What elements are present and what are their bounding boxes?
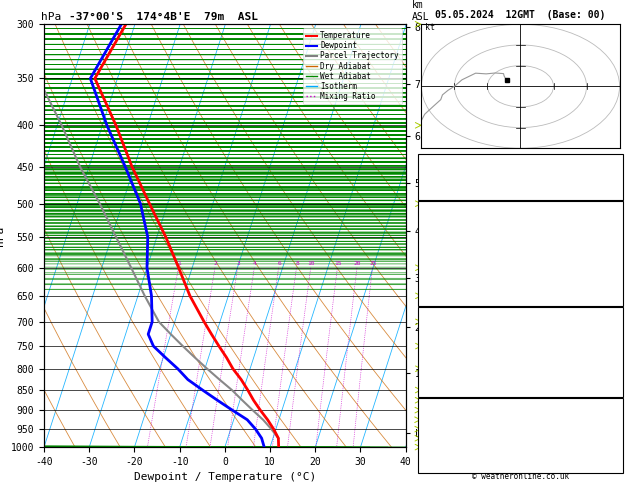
Text: Surface: Surface: [502, 206, 539, 214]
Text: CIN (J): CIN (J): [423, 382, 461, 391]
Text: StmDir: StmDir: [423, 444, 455, 453]
Text: 11.9: 11.9: [598, 219, 619, 227]
Text: kt: kt: [425, 23, 435, 33]
Text: 303: 303: [603, 247, 619, 257]
Text: © weatheronline.co.uk: © weatheronline.co.uk: [472, 472, 569, 481]
Text: Hodograph: Hodograph: [496, 402, 545, 411]
Text: EH: EH: [423, 415, 434, 424]
Text: 5: 5: [613, 353, 619, 362]
Text: Temp (°C): Temp (°C): [423, 219, 472, 227]
Text: Totals Totals: Totals Totals: [423, 177, 493, 186]
Text: 9: 9: [613, 166, 619, 175]
Text: 27: 27: [608, 429, 619, 438]
Text: CIN (J): CIN (J): [423, 291, 461, 300]
Text: 6: 6: [613, 367, 619, 377]
Text: Dewp (°C): Dewp (°C): [423, 233, 472, 242]
Text: 5: 5: [613, 458, 619, 467]
Text: 8.7: 8.7: [603, 233, 619, 242]
Text: K: K: [423, 166, 429, 175]
Text: Lifted Index: Lifted Index: [423, 262, 488, 271]
Text: θₑ(K): θₑ(K): [423, 247, 450, 257]
Text: 05.05.2024  12GMT  (Base: 00): 05.05.2024 12GMT (Base: 00): [435, 10, 606, 20]
Y-axis label: hPa: hPa: [0, 226, 5, 246]
Text: Most Unstable: Most Unstable: [486, 311, 555, 320]
Text: SREH: SREH: [423, 429, 445, 438]
Y-axis label: Mixing Ratio (g/kg): Mixing Ratio (g/kg): [442, 180, 452, 292]
Text: 2: 2: [214, 261, 218, 266]
Text: 1: 1: [177, 261, 181, 266]
Text: 13: 13: [608, 382, 619, 391]
Text: Pressure (mb): Pressure (mb): [423, 324, 493, 333]
Text: PW (cm): PW (cm): [423, 188, 461, 197]
Text: 3: 3: [237, 261, 240, 266]
Text: 1.59: 1.59: [598, 188, 619, 197]
Text: hPa: hPa: [41, 12, 61, 22]
Text: 10: 10: [308, 261, 315, 266]
Text: 15: 15: [334, 261, 342, 266]
Text: 4: 4: [253, 261, 257, 266]
Text: θₑ (K): θₑ (K): [423, 338, 455, 347]
Text: 0: 0: [613, 291, 619, 300]
Text: km
ASL: km ASL: [412, 0, 430, 22]
Text: 43: 43: [608, 177, 619, 186]
Text: 20: 20: [353, 261, 361, 266]
Text: 975: 975: [603, 324, 619, 333]
Text: StmSpd (kt): StmSpd (kt): [423, 458, 482, 467]
Text: -37°00'S  174°4B'E  79m  ASL: -37°00'S 174°4B'E 79m ASL: [69, 12, 258, 22]
X-axis label: Dewpoint / Temperature (°C): Dewpoint / Temperature (°C): [134, 472, 316, 483]
Text: CAPE (J): CAPE (J): [423, 367, 466, 377]
Text: 6: 6: [277, 261, 281, 266]
Text: 305°: 305°: [598, 444, 619, 453]
Text: 8: 8: [613, 262, 619, 271]
Text: 0: 0: [613, 277, 619, 285]
Text: 31: 31: [608, 415, 619, 424]
Text: 8: 8: [295, 261, 299, 266]
Legend: Temperature, Dewpoint, Parcel Trajectory, Dry Adiabat, Wet Adiabat, Isotherm, Mi: Temperature, Dewpoint, Parcel Trajectory…: [303, 28, 402, 104]
Text: CAPE (J): CAPE (J): [423, 277, 466, 285]
Text: Lifted Index: Lifted Index: [423, 353, 488, 362]
Text: 307: 307: [603, 338, 619, 347]
Text: 25: 25: [369, 261, 377, 266]
